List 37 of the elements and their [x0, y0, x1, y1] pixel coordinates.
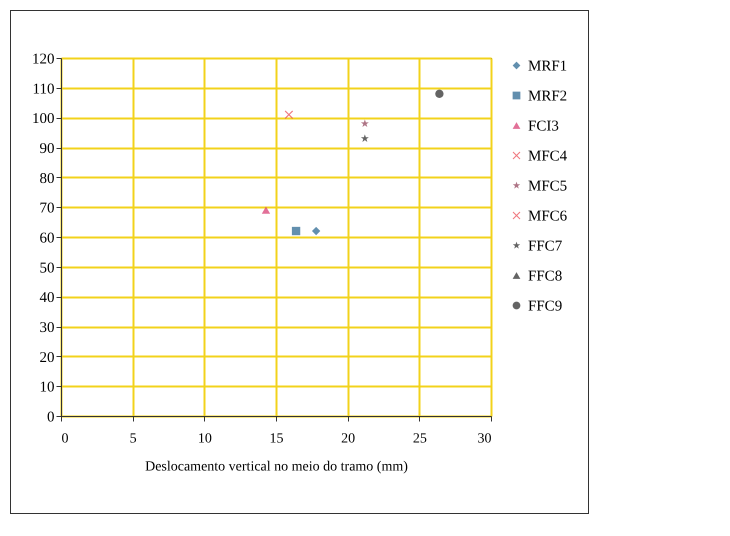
- x-axis-title: Deslocamento vertical no meio do tramo (mm): [145, 460, 408, 474]
- y-tick-label: 30: [40, 320, 54, 336]
- legend-label: MRF1: [528, 58, 568, 74]
- legend-label: FCI3: [528, 118, 559, 134]
- point: [360, 119, 369, 128]
- point: [284, 110, 294, 119]
- legend-label: MRF2: [528, 88, 568, 104]
- y-tick-label: 110: [32, 81, 54, 98]
- y-tick-label: 80: [40, 170, 54, 187]
- y-tick-label: 50: [40, 260, 54, 276]
- x-tick-label: 15: [270, 432, 284, 446]
- point: [312, 226, 320, 236]
- x-tick-label: 20: [341, 432, 356, 446]
- legend-label: MFC6: [528, 208, 568, 224]
- y-tick-label: 120: [32, 52, 54, 68]
- point: [360, 134, 369, 142]
- legend-label: MFC5: [528, 178, 568, 194]
- point: [435, 90, 444, 98]
- legend-label: FFC7: [528, 238, 563, 254]
- y-tick-label: 90: [40, 141, 54, 157]
- point: [262, 206, 270, 214]
- x-tick-label: 25: [412, 432, 427, 446]
- y-tick-label: 70: [40, 200, 54, 217]
- x-tick-label: 5: [130, 432, 137, 446]
- x-tick-label: 0: [62, 432, 68, 446]
- x-tick-label: 10: [198, 432, 212, 446]
- legend-label: MFC4: [528, 148, 568, 164]
- legend-label: FFC8: [528, 268, 562, 284]
- x-tick-label: 30: [478, 432, 492, 446]
- y-tick-label: 0: [47, 410, 54, 426]
- y-tick-label: 100: [32, 111, 54, 128]
- y-tick-label: 10: [40, 380, 54, 396]
- y-tick-label: 60: [40, 230, 54, 246]
- y-tick-label: 40: [40, 290, 54, 306]
- legend-label: FFC9: [528, 298, 562, 314]
- y-tick-label: 20: [40, 350, 54, 366]
- point: [292, 226, 300, 236]
